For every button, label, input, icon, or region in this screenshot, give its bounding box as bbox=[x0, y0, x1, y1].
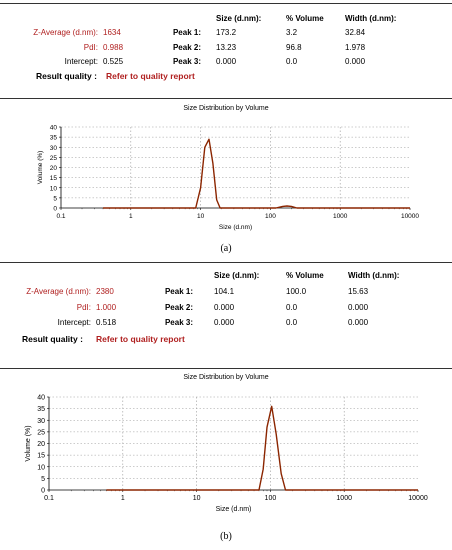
header-width: Width (d.nm): bbox=[345, 14, 397, 23]
peak-2-volume-b: 0.0 bbox=[286, 303, 298, 312]
x-tick-label: 10000 bbox=[408, 495, 428, 502]
peak-2-label: Peak 2: bbox=[172, 43, 201, 52]
pdi-label-b: PdI: bbox=[76, 303, 91, 312]
y-tick-label: 15 bbox=[50, 175, 58, 182]
y-axis-label: Volume (%) bbox=[37, 151, 44, 185]
peak-1-label: Peak 1: bbox=[172, 28, 201, 37]
chart-a: 0 5 10 15 20 25 30 35 40 0.1 1 10 100 1000 10000 Size (… bbox=[37, 125, 419, 232]
result-quality-link-b[interactable]: Refer to quality report bbox=[96, 334, 185, 344]
z-average-value-b: 2380 bbox=[96, 287, 114, 296]
y-tick-label: 20 bbox=[37, 441, 45, 448]
peak-3-label: Peak 3: bbox=[172, 57, 201, 66]
y-tick-label: 35 bbox=[50, 135, 58, 142]
series-line bbox=[106, 405, 418, 491]
y-tick-label: 10 bbox=[37, 464, 45, 471]
y-tick-label: 20 bbox=[50, 165, 58, 172]
peak-2-size: 13.23 bbox=[216, 43, 237, 52]
intercept-label: Intercept: bbox=[64, 57, 98, 66]
y-tick-label: 30 bbox=[50, 145, 58, 152]
x-tick-label: 10 bbox=[197, 213, 205, 220]
peak-1-width-b: 15.63 bbox=[348, 287, 369, 296]
y-tick-label: 10 bbox=[50, 185, 58, 192]
peak-3-size: 0.000 bbox=[216, 57, 237, 66]
x-tick-label: 100 bbox=[265, 495, 277, 502]
result-quality-link[interactable]: Refer to quality report bbox=[106, 71, 195, 81]
x-tick-label: 0.1 bbox=[44, 495, 54, 502]
chart-b-top-rule bbox=[0, 368, 452, 369]
peak-3-size-b: 0.000 bbox=[214, 318, 235, 327]
peak-1-volume: 3.2 bbox=[286, 28, 298, 37]
x-tick-label: 1 bbox=[129, 213, 133, 220]
intercept-value: 0.525 bbox=[103, 57, 124, 66]
x-tick-label: 100 bbox=[265, 213, 276, 220]
peak-1-volume-b: 100.0 bbox=[286, 287, 307, 296]
peak-2-width-b: 0.000 bbox=[348, 303, 369, 312]
x-tick-label: 1000 bbox=[336, 495, 352, 502]
peak-3-width-b: 0.000 bbox=[348, 318, 369, 327]
x-tick-label: 10 bbox=[193, 495, 201, 502]
pdi-value-b: 1.000 bbox=[96, 303, 117, 312]
peak-3-width: 0.000 bbox=[345, 57, 366, 66]
peak-2-label-b: Peak 2: bbox=[164, 303, 193, 312]
y-tick-label: 25 bbox=[50, 155, 58, 162]
header-size-b: Size (d.nm): bbox=[214, 271, 260, 280]
peak-1-width: 32.84 bbox=[345, 28, 366, 37]
x-tick-label: 10000 bbox=[401, 213, 419, 220]
intercept-value-b: 0.518 bbox=[96, 318, 117, 327]
z-average-label-b: Z-Average (d.nm): bbox=[26, 287, 91, 296]
header-size: Size (d.nm): bbox=[216, 14, 262, 23]
y-tick-label: 40 bbox=[50, 125, 58, 132]
x-tick-label: 1 bbox=[121, 495, 125, 502]
peak-1-size: 173.2 bbox=[216, 28, 237, 37]
chart-a-top-rule bbox=[0, 98, 452, 99]
z-average-value: 1634 bbox=[103, 28, 121, 37]
y-tick-label: 5 bbox=[41, 476, 45, 483]
x-tick-label: 1000 bbox=[333, 213, 348, 220]
y-axis-label: Volume (%) bbox=[25, 425, 32, 461]
y-tick-label: 25 bbox=[37, 429, 45, 436]
peak-2-size-b: 0.000 bbox=[214, 303, 235, 312]
header-volume: % Volume bbox=[286, 14, 324, 23]
top-rule bbox=[0, 3, 452, 4]
z-average-label: Z-Average (d.nm): bbox=[33, 28, 98, 37]
peak-3-label-b: Peak 3: bbox=[164, 318, 193, 327]
y-tick-label: 15 bbox=[37, 453, 45, 460]
chart-b-title: Size Distribution by Volume bbox=[183, 374, 269, 381]
y-tick-label: 0 bbox=[53, 206, 57, 213]
y-tick-label: 40 bbox=[37, 395, 45, 402]
peak-1-size-b: 104.1 bbox=[214, 287, 235, 296]
series-line bbox=[103, 138, 410, 209]
peak-2-width: 1.978 bbox=[345, 43, 366, 52]
x-axis-label: Size (d.nm) bbox=[216, 506, 252, 513]
intercept-label-b: Intercept: bbox=[57, 318, 91, 327]
chart-b: 0 5 10 15 20 25 30 35 40 0.1 1 10 100 1000 10000 Size (… bbox=[25, 395, 428, 514]
header-volume-b: % Volume bbox=[286, 271, 324, 280]
header-width-b: Width (d.nm): bbox=[348, 271, 400, 280]
caption-b: (b) bbox=[220, 531, 232, 542]
y-tick-label: 0 bbox=[41, 488, 45, 495]
x-tick-label: 0.1 bbox=[56, 213, 65, 220]
peak-3-volume: 0.0 bbox=[286, 57, 298, 66]
y-tick-label: 30 bbox=[37, 418, 45, 425]
result-quality-label-b: Result quality : bbox=[22, 334, 83, 344]
y-tick-label: 5 bbox=[53, 195, 57, 202]
caption-a: (a) bbox=[220, 243, 232, 254]
x-axis-label: Size (d.nm) bbox=[219, 224, 252, 231]
y-tick-label: 35 bbox=[37, 406, 45, 413]
chart-a-title: Size Distribution by Volume bbox=[183, 105, 269, 112]
pdi-label: PdI: bbox=[83, 43, 98, 52]
pdi-value: 0.988 bbox=[103, 43, 124, 52]
peak-3-volume-b: 0.0 bbox=[286, 318, 298, 327]
result-quality-label: Result quality : bbox=[36, 71, 97, 81]
top-rule-b bbox=[0, 262, 452, 263]
peak-1-label-b: Peak 1: bbox=[164, 287, 193, 296]
peak-2-volume: 96.8 bbox=[286, 43, 302, 52]
